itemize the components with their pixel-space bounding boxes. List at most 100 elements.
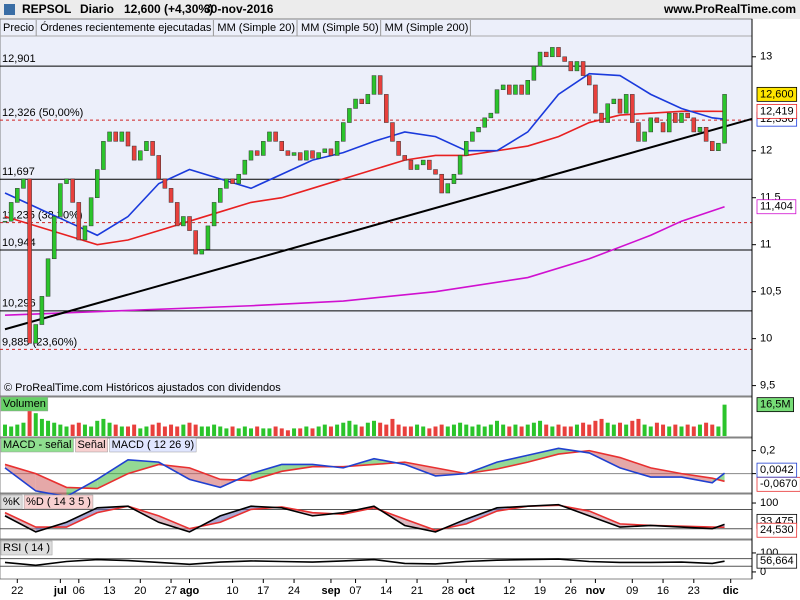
candle <box>125 131 131 147</box>
volume-bar <box>568 426 573 436</box>
candle <box>587 75 592 86</box>
x-tick-label: 16 <box>657 585 669 597</box>
y-tick-label: 10 <box>760 333 772 345</box>
volume-bar <box>673 424 678 436</box>
ribbon <box>497 455 528 470</box>
legend-box <box>23 494 94 510</box>
volume-bar <box>587 424 592 436</box>
ribbon <box>97 459 128 489</box>
candle <box>174 202 180 227</box>
volume-bar <box>642 424 647 436</box>
x-tick-label: 13 <box>103 585 115 597</box>
volume-bar <box>328 426 333 436</box>
candle <box>482 117 487 128</box>
candle <box>218 188 223 203</box>
volume-bar <box>292 428 297 436</box>
volume-bar <box>482 426 487 436</box>
candle <box>15 188 20 203</box>
candle <box>630 94 635 123</box>
site: www.ProRealTime.com <box>663 2 796 16</box>
candle <box>703 127 709 142</box>
line <box>4 449 725 490</box>
candle <box>76 202 82 241</box>
volume-bar <box>365 422 370 436</box>
ribbon <box>189 467 221 488</box>
level-label: 12,901 <box>2 53 36 65</box>
candle <box>359 98 364 105</box>
volume-bar <box>52 422 57 436</box>
price: 12,600 (+4,30%) <box>124 2 213 16</box>
y-tick-label: 11 <box>760 239 771 251</box>
volume-bar <box>372 420 376 436</box>
candle <box>691 117 697 133</box>
volume-bar <box>476 424 481 436</box>
candle <box>224 178 229 189</box>
value-label: 0,0042 <box>760 464 794 476</box>
volume-bar <box>341 422 346 436</box>
candle <box>673 112 678 123</box>
x-tick-label: 09 <box>626 585 638 597</box>
candle <box>390 122 395 142</box>
x-tick-label: 23 <box>688 585 700 597</box>
volume-bar <box>15 424 20 436</box>
line <box>4 447 726 498</box>
candle <box>574 61 580 72</box>
candle <box>648 117 653 133</box>
candle <box>33 324 38 344</box>
volume-bar <box>531 422 536 436</box>
candle <box>365 94 371 105</box>
value-box <box>756 103 798 119</box>
value-box <box>756 199 797 215</box>
candle <box>138 150 143 161</box>
x-tick-label: jul <box>53 585 67 597</box>
candle <box>187 216 192 231</box>
volume-bar <box>501 424 506 436</box>
volume-bar <box>704 422 709 436</box>
ribbon <box>66 507 98 528</box>
candle <box>580 61 586 76</box>
volume-bar <box>169 424 174 436</box>
x-tick-label: nov <box>586 585 606 597</box>
x-tick-label: 19 <box>534 585 546 597</box>
legend-item: Órdenes recientemente ejecutadas <box>40 21 212 34</box>
level-label: 12,326 (50,00%) <box>2 107 83 119</box>
volume-bar <box>212 424 217 436</box>
x-tick-label: ago <box>180 585 200 597</box>
value-label: 12,600 <box>760 88 794 100</box>
y-tick-label: 12 <box>760 145 772 157</box>
candle <box>162 178 168 189</box>
candle <box>384 94 389 123</box>
legend-item: Precio <box>3 22 34 34</box>
candle <box>101 141 106 170</box>
volume-bar <box>488 424 493 436</box>
candle <box>470 131 475 142</box>
x-tick-label: 26 <box>565 585 577 597</box>
candle <box>199 249 205 255</box>
volume-bar <box>562 426 567 436</box>
candle <box>562 56 567 62</box>
candle <box>304 150 309 161</box>
candle <box>58 183 63 217</box>
x-tick-label: 21 <box>411 585 423 597</box>
ribbon <box>650 467 682 478</box>
volume-bar <box>193 424 198 436</box>
y-tick-label: 13 <box>760 51 772 63</box>
candle <box>328 148 334 156</box>
volume-bar <box>70 424 75 436</box>
x-tick-label: 10 <box>226 585 238 597</box>
candle <box>205 225 211 250</box>
candle <box>95 169 100 198</box>
x-tick-label: 17 <box>257 585 269 597</box>
volume-bar <box>175 426 180 436</box>
candle <box>254 150 260 156</box>
value-label: 16,5M <box>760 399 791 411</box>
volume-bar <box>618 422 622 436</box>
symbol: REPSOL <box>22 2 71 16</box>
volume-bar <box>624 424 629 436</box>
icon[interactable] <box>4 4 15 15</box>
value-box <box>756 553 798 569</box>
volume-bar <box>298 428 303 436</box>
candle <box>230 178 235 184</box>
volume-bar <box>33 413 38 436</box>
